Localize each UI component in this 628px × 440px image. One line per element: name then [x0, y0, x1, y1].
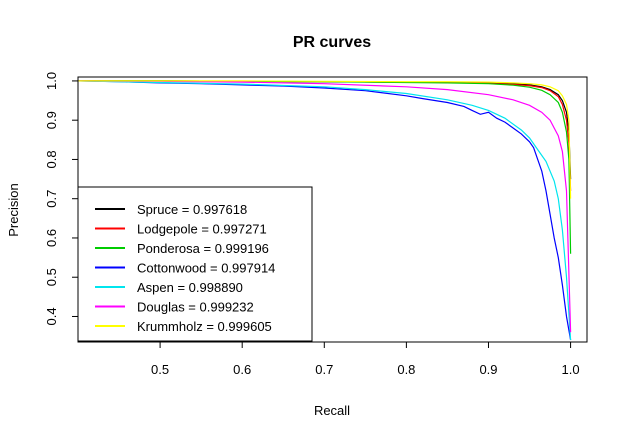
- legend-label-douglas: Douglas = 0.999232: [137, 300, 254, 315]
- x-tick-label: 0.5: [151, 362, 169, 377]
- x-tick-label: 1.0: [562, 362, 580, 377]
- legend-label-lodgepole: Lodgepole = 0.997271: [137, 222, 267, 237]
- x-tick-label: 0.9: [479, 362, 497, 377]
- legend-label-spruce: Spruce = 0.997618: [137, 202, 247, 217]
- x-tick-label: 0.7: [315, 362, 333, 377]
- x-tick-label: 0.8: [397, 362, 415, 377]
- chart-title: PR curves: [293, 34, 371, 51]
- y-tick-label: 0.9: [44, 111, 59, 129]
- x-tick-label: 0.6: [233, 362, 251, 377]
- y-tick-label: 0.7: [44, 190, 59, 208]
- legend-label-aspen: Aspen = 0.998890: [137, 280, 243, 295]
- legend: Spruce = 0.997618 Lodgepole = 0.997271 Pon…: [78, 187, 312, 341]
- y-tick-label: 0.4: [44, 307, 59, 325]
- legend-label-krummholz: Krummholz = 0.999605: [137, 319, 272, 334]
- y-axis-label: Precision: [6, 183, 21, 236]
- x-axis-label: Recall: [314, 403, 350, 418]
- legend-label-ponderosa: Ponderosa = 0.999196: [137, 241, 269, 256]
- y-tick-label: 0.5: [44, 268, 59, 286]
- y-tick-label: 1.0: [44, 72, 59, 90]
- y-tick-label: 0.6: [44, 229, 59, 247]
- legend-label-cottonwood: Cottonwood = 0.997914: [137, 261, 275, 276]
- y-tick-label: 0.8: [44, 150, 59, 168]
